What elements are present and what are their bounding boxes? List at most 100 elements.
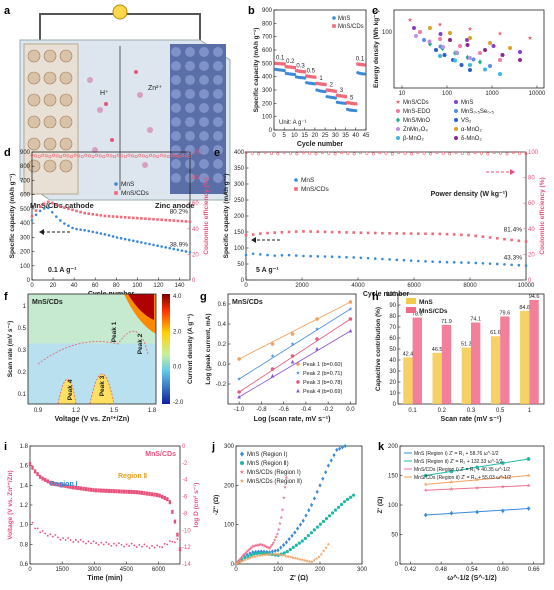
- data-point: [234, 562, 238, 566]
- data-point: [44, 532, 47, 535]
- data-point: [102, 488, 105, 493]
- data-point: [188, 250, 192, 254]
- data-point: [510, 263, 513, 267]
- data-point: [251, 252, 255, 256]
- rate-label: 3: [340, 88, 344, 94]
- legend-label: VS₂: [461, 118, 472, 124]
- data-point: [340, 445, 344, 450]
- y-tick-label: 1.2: [20, 503, 29, 509]
- x-tick-label: 0: [28, 567, 32, 573]
- data-point: [321, 519, 326, 524]
- anode-atom: [171, 131, 181, 141]
- data-point: [467, 233, 470, 237]
- anode-atom: [213, 89, 223, 99]
- data-point: [250, 544, 255, 548]
- data-point: [526, 457, 531, 461]
- panel-d: 0 20 40 60 80 100 120 1400100200300400500600700…: [9, 150, 210, 298]
- ce-point: [263, 151, 267, 155]
- data-point: [270, 549, 274, 554]
- data-point: [293, 530, 297, 535]
- anode-atom: [185, 89, 195, 99]
- x-tick-label: 0.2: [438, 408, 447, 414]
- data-point: [103, 233, 107, 236]
- colorbar-label: Current density (A g⁻¹): [187, 314, 194, 384]
- data-point: [79, 228, 82, 231]
- data-point: [29, 515, 31, 517]
- y-tick-label: 800: [262, 21, 273, 27]
- panel-letter: f: [4, 291, 8, 303]
- data-point: [244, 550, 249, 554]
- y-tick-label: 150: [388, 474, 399, 480]
- data-point: [176, 532, 179, 537]
- data-point: [526, 483, 531, 488]
- legend-swatch: [406, 307, 416, 313]
- x-tick-label: 35: [342, 133, 349, 139]
- data-point: [256, 543, 260, 547]
- data-point: [453, 58, 457, 63]
- data-point: [282, 551, 286, 555]
- rate-label: 5: [350, 95, 354, 101]
- data-point: [269, 552, 274, 556]
- legend-marker: [396, 109, 400, 113]
- data-point: [262, 543, 267, 548]
- data-point: [180, 219, 184, 223]
- data-point: [127, 216, 131, 219]
- data-point: [418, 30, 422, 34]
- anode-atom: [171, 145, 181, 155]
- data-point: [498, 58, 502, 62]
- y-tick-label: 1.4: [20, 483, 29, 489]
- data-point: [321, 549, 326, 553]
- bar: [500, 316, 510, 404]
- data-point: [488, 236, 492, 239]
- data-point: [115, 236, 119, 239]
- data-point: [34, 209, 38, 212]
- anode-atom: [185, 61, 195, 71]
- data-point: [488, 41, 492, 45]
- legend-marker: [395, 99, 401, 104]
- x-tick-label: 10: [399, 91, 406, 97]
- cathode-particle: [59, 137, 73, 151]
- data-point: [348, 495, 353, 499]
- data-point: [161, 546, 164, 549]
- ce-point: [524, 152, 528, 156]
- data-point: [240, 554, 245, 558]
- data-point: [348, 306, 353, 311]
- data-point: [262, 552, 267, 557]
- data-point: [256, 549, 260, 554]
- data-point: [267, 552, 271, 556]
- x-tick-label: 0.3: [467, 408, 476, 414]
- legend-marker: [114, 182, 118, 186]
- data-point: [164, 218, 167, 222]
- data-point: [69, 484, 72, 489]
- data-point: [338, 446, 342, 451]
- data-point: [339, 502, 344, 507]
- data-point: [309, 559, 314, 564]
- data-point: [246, 554, 250, 558]
- x-tick-label: 20: [50, 283, 57, 289]
- ce-point: [105, 153, 109, 157]
- data-point: [423, 473, 428, 478]
- data-point: [144, 217, 147, 220]
- anode-atom: [213, 145, 223, 155]
- data-point: [84, 487, 88, 492]
- data-point: [360, 63, 364, 67]
- data-point: [294, 543, 298, 547]
- y-axis-label: Specific capacity (mAh g⁻¹): [223, 174, 230, 259]
- data-point: [38, 205, 42, 208]
- data-point: [245, 552, 249, 557]
- panel-letter: a: [4, 5, 11, 17]
- unit-label: Unit: A g⁻¹: [279, 120, 307, 126]
- data-point: [307, 508, 311, 513]
- data-point: [345, 231, 348, 234]
- data-point: [279, 545, 283, 550]
- data-point: [272, 552, 276, 556]
- data-point: [335, 447, 339, 453]
- data-point: [449, 486, 454, 491]
- data-point: [49, 480, 52, 485]
- ce-point: [66, 154, 70, 158]
- anode-atom: [171, 117, 181, 127]
- data-point: [63, 222, 66, 225]
- data-point: [133, 490, 136, 495]
- ce-point: [499, 151, 503, 155]
- ce-point: [269, 151, 273, 155]
